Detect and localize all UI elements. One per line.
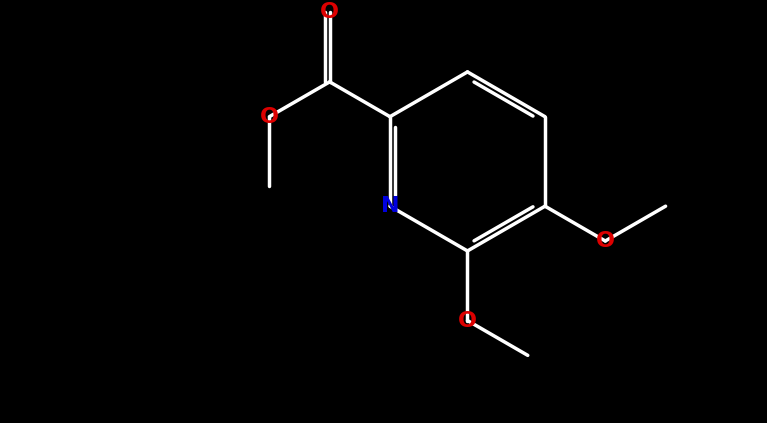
Text: O: O	[260, 107, 279, 126]
Text: O: O	[320, 2, 339, 22]
Text: O: O	[596, 231, 615, 251]
Text: O: O	[458, 310, 477, 330]
Text: N: N	[380, 196, 399, 216]
